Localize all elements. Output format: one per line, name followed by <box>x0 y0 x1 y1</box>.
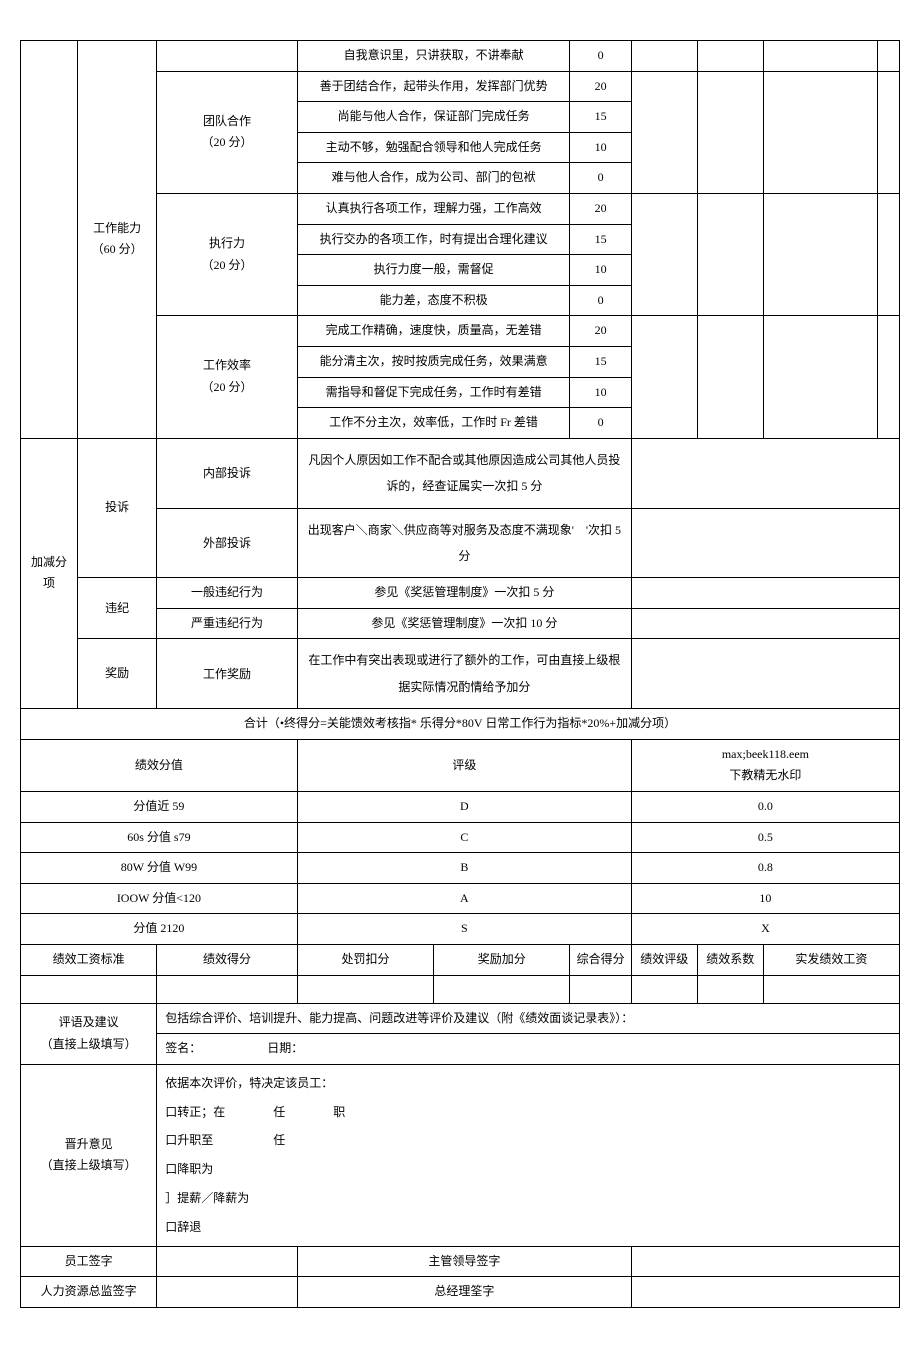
desc-r4: 主动不够，勉强配合领导和他人完成任务 <box>297 132 569 163</box>
serious-label: 严重违纪行为 <box>157 608 298 639</box>
desc-r8: 执行力度一般，需督促 <box>297 255 569 286</box>
serious-desc: 参见《奖惩管理制度》一次扣 10 分 <box>297 608 631 639</box>
exec-label: 执行力（20 分） <box>157 193 298 315</box>
grade-r5a: 分值 2120 <box>21 914 298 945</box>
perf-c1: 绩效工资标准 <box>21 945 157 976</box>
grade-r5c: X <box>631 914 899 945</box>
desc-r7: 执行交办的各项工作，时有提出合理化建议 <box>297 224 569 255</box>
grade-r3b: B <box>297 853 631 884</box>
perf-c7: 绩效系数 <box>697 945 763 976</box>
grade-r4b: A <box>297 883 631 914</box>
grade-r3c: 0.8 <box>631 853 899 884</box>
desc-r1: 自我意识里，只讲获取，不讲奉献 <box>297 41 569 72</box>
desc-r2: 善于团结合作，起带头作用，发挥部门优势 <box>297 71 569 102</box>
team-label: 团队合作（20 分） <box>157 71 298 193</box>
reward-sub: 工作奖励 <box>157 639 298 709</box>
total-row: 合计（•终得分=关能馈效考核指* 乐得分*80V 日常工作行为指标*20%+加减… <box>21 709 900 740</box>
sign-hr: 人力资源总监签字 <box>21 1277 157 1308</box>
desc-r9: 能力差，态度不积极 <box>297 285 569 316</box>
desc-r10: 完成工作精确，速度快，质量高，无差错 <box>297 316 569 347</box>
grade-r5b: S <box>297 914 631 945</box>
evaluation-table: 工作能力（60 分） 自我意识里，只讲获取，不讲奉献 0 团队合作（20 分） … <box>20 40 900 1308</box>
perf-c5: 综合得分 <box>570 945 632 976</box>
grade-r2b: C <box>297 822 631 853</box>
score-r2: 20 <box>570 71 632 102</box>
grade-h2: 评级 <box>297 739 631 791</box>
eff-label: 工作效率（20 分） <box>157 316 298 438</box>
promo-body: 依据本次评价，特决定该员工： 口转正；在 任 职 口升职至 任 口降职为 ］提薪… <box>157 1064 900 1246</box>
perf-c8: 实发绩效工资 <box>763 945 899 976</box>
perf-c6: 绩效评级 <box>631 945 697 976</box>
desc-r11: 能分清主次，按时按质完成任务，效果满意 <box>297 346 569 377</box>
normal-label: 一般违纪行为 <box>157 578 298 609</box>
promo-label: 晋升意见（直接上级填写） <box>21 1064 157 1246</box>
desc-r6: 认真执行各项工作，理解力强，工作高效 <box>297 193 569 224</box>
grade-r1b: D <box>297 792 631 823</box>
grade-h1: 绩效分值 <box>21 739 298 791</box>
desc-r13: 工作不分主次，效率低，工作时 Fr 差错 <box>297 408 569 439</box>
score-r4: 10 <box>570 132 632 163</box>
normal-desc: 参见《奖惩管理制度》一次扣 5 分 <box>297 578 631 609</box>
discipline-label: 违纪 <box>78 578 157 639</box>
grade-r4c: 10 <box>631 883 899 914</box>
sign-gm: 总经理筌字 <box>297 1277 631 1308</box>
score-r10: 20 <box>570 316 632 347</box>
grade-h3: max;beek118.eem下教精无水印 <box>631 739 899 791</box>
reward-label: 奖励 <box>78 639 157 709</box>
grade-r2a: 60s 分值 s79 <box>21 822 298 853</box>
desc-r5: 难与他人合作，成为公司、部门的包袱 <box>297 163 569 194</box>
grade-r1c: 0.0 <box>631 792 899 823</box>
score-r13: 0 <box>570 408 632 439</box>
grade-r2c: 0.5 <box>631 822 899 853</box>
desc-r3: 尚能与他人合作，保证部门完成任务 <box>297 102 569 133</box>
internal-label: 内部投诉 <box>157 438 298 508</box>
desc-r12: 需指导和督促下完成任务，工作时有差错 <box>297 377 569 408</box>
comment-line1: 包括综合评价、培训提升、能力提高、问题改进等评价及建议（附《绩效面谈记录表》）： <box>157 1003 900 1034</box>
external-label: 外部投诉 <box>157 508 298 578</box>
grade-r1a: 分值近 59 <box>21 792 298 823</box>
score-r11: 15 <box>570 346 632 377</box>
ability-label: 工作能力（60 分） <box>78 41 157 439</box>
score-r6: 20 <box>570 193 632 224</box>
comment-line2: 签名： 日期： <box>157 1034 900 1065</box>
score-r1: 0 <box>570 41 632 72</box>
reward-desc: 在工作中有突出表现或进行了额外的工作，可由直接上级根据实际情况酌情给予加分 <box>297 639 631 709</box>
perf-c2: 绩效得分 <box>157 945 298 976</box>
score-r5: 0 <box>570 163 632 194</box>
score-r7: 15 <box>570 224 632 255</box>
sign-sup: 主管领导签字 <box>297 1246 631 1277</box>
perf-c4: 奖励加分 <box>434 945 570 976</box>
grade-r4a: IOOW 分值<120 <box>21 883 298 914</box>
adj-label: 加减分项 <box>21 438 78 709</box>
score-r12: 10 <box>570 377 632 408</box>
score-r8: 10 <box>570 255 632 286</box>
perf-c3: 处罚扣分 <box>297 945 433 976</box>
complaint-label: 投诉 <box>78 438 157 578</box>
score-r9: 0 <box>570 285 632 316</box>
internal-desc: 凡因个人原因如工作不配合或其他原因造成公司其他人员投诉的，经查证属实一次扣 5 … <box>297 438 631 508</box>
grade-r3a: 80W 分值 W99 <box>21 853 298 884</box>
sign-emp: 员工签字 <box>21 1246 157 1277</box>
score-r3: 15 <box>570 102 632 133</box>
external-desc: 出现客户＼商家＼供应商等对服务及态度不满现象' '次扣 5 分 <box>297 508 631 578</box>
comment-label: 评语及建议（直接上级填写） <box>21 1003 157 1064</box>
